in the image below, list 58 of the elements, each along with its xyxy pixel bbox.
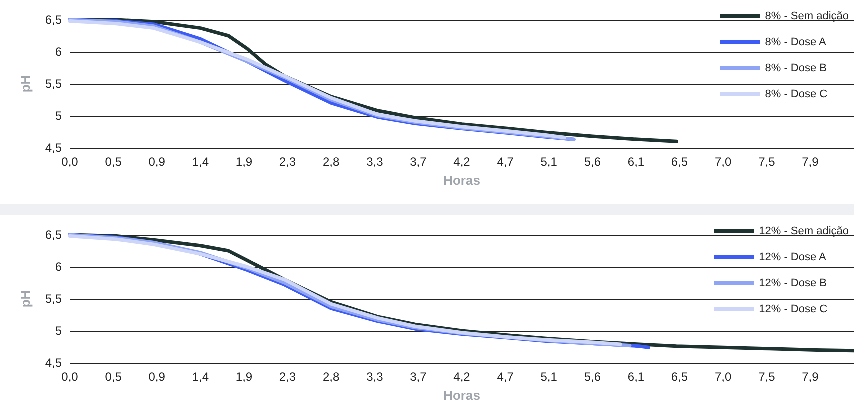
legend-label: 8% - Sem adição	[765, 10, 850, 22]
y-tick-label: 4,5	[45, 141, 62, 155]
x-tick-label: 7,9	[802, 155, 820, 169]
x-tick-label: 0,5	[105, 155, 122, 169]
legend-label: 12% - Dose A	[759, 252, 828, 264]
y-tick-label: 4,5	[45, 356, 62, 370]
x-tick-label: 4,7	[497, 370, 514, 384]
y-tick-label: 5	[55, 324, 62, 338]
x-tick-label: 7,5	[758, 155, 776, 169]
x-tick-label: 0,5	[105, 370, 122, 384]
x-tick-label: 6,5	[671, 155, 688, 169]
x-tick-label: 3,3	[366, 155, 384, 169]
x-tick-label: 1,4	[192, 370, 210, 384]
x-tick-label: 2,3	[279, 370, 296, 384]
legend-label: 8% - Dose A	[765, 36, 828, 48]
x-axis-title: Horas	[444, 173, 480, 188]
legend-label: 12% - Dose C	[759, 304, 828, 316]
x-tick-label: 6,1	[628, 370, 645, 384]
x-tick-label: 0,0	[62, 370, 79, 384]
x-tick-label: 3,7	[410, 370, 428, 384]
x-tick-label: 7,0	[714, 155, 732, 169]
legend-label: 12% - Dose B	[759, 278, 827, 290]
x-tick-label: 6,1	[628, 155, 645, 169]
legend-label: 12% - Sem adição	[759, 226, 850, 238]
x-tick-label: 1,9	[236, 370, 253, 384]
x-tick-label: 3,7	[410, 155, 428, 169]
x-tick-label: 5,6	[584, 370, 602, 384]
y-tick-label: 5,5	[45, 292, 62, 306]
x-tick-label: 1,4	[192, 155, 210, 169]
x-axis-title: Horas	[444, 388, 480, 403]
x-tick-label: 7,5	[758, 370, 776, 384]
y-tick-label: 5	[55, 109, 62, 123]
x-tick-label: 1,9	[236, 155, 253, 169]
y-tick-label: 6	[55, 260, 62, 274]
x-tick-label: 2,3	[279, 155, 296, 169]
x-tick-label: 4,7	[497, 155, 514, 169]
x-tick-label: 5,1	[540, 155, 558, 169]
x-tick-label: 7,0	[714, 370, 732, 384]
y-tick-label: 6	[55, 45, 62, 59]
x-tick-label: 3,3	[366, 370, 384, 384]
x-tick-label: 7,9	[802, 370, 820, 384]
x-tick-label: 0,9	[148, 155, 166, 169]
x-tick-label: 4,2	[454, 155, 471, 169]
x-tick-label: 2,8	[322, 155, 340, 169]
x-tick-label: 0,9	[148, 370, 166, 384]
y-tick-label: 5,5	[45, 77, 62, 91]
legend-label: 8% - Dose B	[765, 62, 827, 74]
x-tick-label: 6,5	[671, 370, 688, 384]
x-tick-label: 5,1	[540, 370, 558, 384]
y-axis-title: pH	[18, 75, 33, 93]
x-tick-label: 5,6	[584, 155, 602, 169]
x-tick-label: 0,0	[62, 155, 79, 169]
x-tick-label: 2,8	[322, 370, 340, 384]
y-tick-label: 6,5	[45, 13, 62, 27]
y-tick-label: 6,5	[45, 228, 62, 242]
legend-label: 8% - Dose C	[765, 88, 828, 100]
x-tick-label: 4,2	[454, 370, 471, 384]
y-axis-title: pH	[18, 290, 33, 308]
